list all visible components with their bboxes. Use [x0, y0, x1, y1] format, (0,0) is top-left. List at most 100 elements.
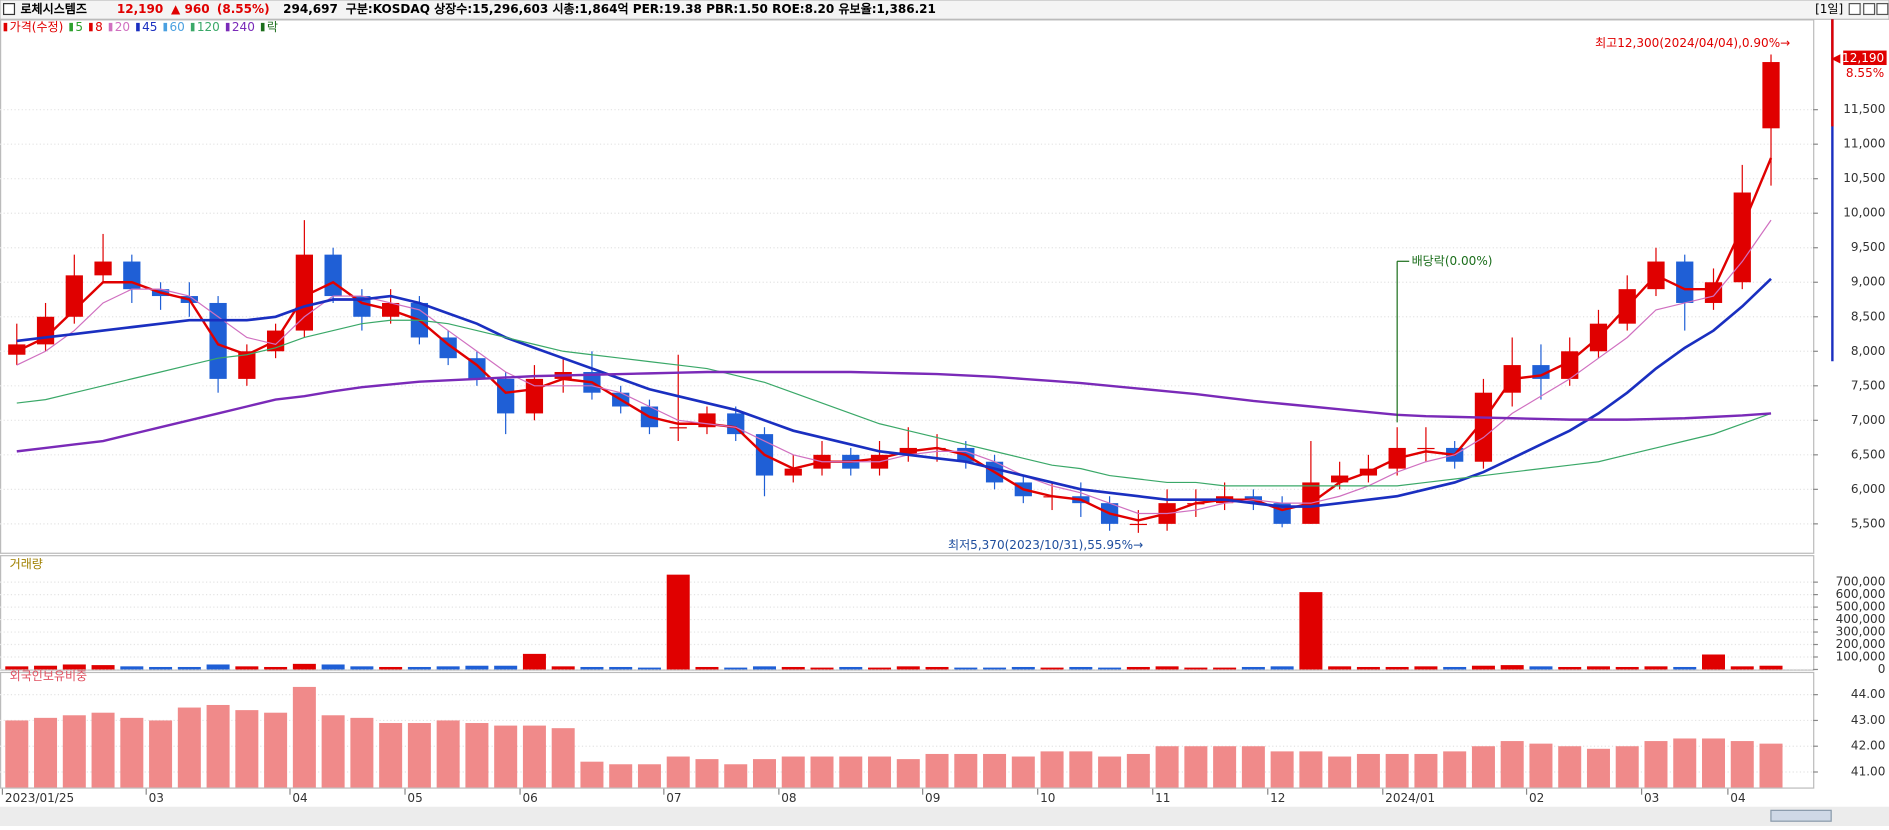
bar	[1040, 751, 1064, 788]
foreign-panel	[0, 671, 1815, 789]
last-rate: 8.55%	[1846, 66, 1884, 80]
x-tick-label: 12	[1270, 791, 1285, 805]
bar	[1328, 666, 1352, 670]
bar	[1299, 751, 1323, 788]
bar	[1586, 748, 1610, 788]
bar	[983, 753, 1007, 788]
y-tick-label: 5,500	[1851, 516, 1885, 530]
legend-swatch	[225, 22, 230, 32]
x-tick-label: 2023/01/25	[5, 791, 74, 805]
candle-body	[669, 427, 687, 429]
close[interactable]	[1876, 3, 1889, 16]
bar	[1615, 746, 1639, 788]
y-tick-label: 10,500	[1843, 171, 1885, 185]
bar	[810, 667, 834, 670]
x-tick-label: 07	[666, 791, 681, 805]
bar	[522, 653, 546, 670]
x-tick-label: 10	[1040, 791, 1055, 805]
legend-swatch	[260, 22, 265, 32]
y-tick-label: 7,000	[1851, 413, 1885, 427]
bar	[235, 710, 259, 788]
bar	[120, 717, 144, 788]
legend-label: 8	[95, 20, 103, 34]
change: ▲ 960	[171, 2, 210, 16]
y-tick-label: 600,000	[1836, 587, 1886, 601]
candle-body	[497, 378, 515, 414]
bar	[1443, 666, 1467, 670]
bar	[292, 686, 316, 788]
candle-body	[8, 344, 26, 355]
panel-title: 외국인보유비중	[10, 669, 88, 683]
candle-body	[209, 302, 227, 379]
bar	[1701, 654, 1726, 670]
checkbox[interactable]	[3, 3, 16, 16]
bar	[91, 665, 115, 670]
bar	[1184, 746, 1208, 788]
bar	[1270, 666, 1294, 670]
x-tick-label: 08	[781, 791, 796, 805]
bar	[1155, 746, 1179, 788]
bar	[868, 756, 892, 788]
scroll-thumb[interactable]	[1770, 809, 1832, 822]
bar	[206, 664, 230, 670]
annotation-dividend: 배당락(0.00%)	[1412, 254, 1493, 268]
y-tick-label: 0	[1878, 662, 1886, 676]
bar	[1069, 666, 1093, 670]
maximize[interactable]	[1863, 3, 1876, 16]
bar	[62, 715, 86, 788]
bar	[609, 666, 633, 670]
bar	[1011, 756, 1035, 788]
period[interactable]: [1일]	[1815, 2, 1843, 16]
bar	[810, 756, 834, 788]
moving-average	[16, 157, 1773, 522]
bar	[983, 667, 1007, 670]
volume-panel	[0, 555, 1815, 671]
x-tick-label: 03	[149, 791, 164, 805]
x-tick-label: 06	[522, 791, 537, 805]
bar	[724, 667, 748, 670]
y-tick-label: 300,000	[1836, 625, 1886, 639]
candle-body	[1331, 475, 1349, 483]
bar	[494, 665, 518, 670]
bar	[522, 725, 546, 788]
y-tick-label: 43.00	[1851, 713, 1885, 727]
minimize[interactable]	[1848, 3, 1861, 16]
bar	[1414, 666, 1438, 670]
bar	[1241, 666, 1265, 670]
bar	[1615, 666, 1639, 670]
scrollbar[interactable]	[0, 806, 1889, 826]
bar	[580, 761, 604, 788]
y-tick-label: 10,000	[1843, 206, 1885, 220]
bar	[1385, 753, 1409, 788]
bar	[1529, 743, 1553, 788]
bar	[436, 666, 460, 670]
legend-swatch	[69, 22, 73, 32]
bar	[1356, 753, 1380, 788]
bar	[1241, 746, 1265, 788]
moving-average	[16, 277, 1772, 508]
legend-swatch	[190, 22, 195, 32]
bar	[1213, 746, 1237, 788]
bar	[839, 666, 863, 670]
bar	[1644, 741, 1668, 788]
x-tick-label: 05	[407, 791, 422, 805]
candle-body	[1417, 447, 1435, 450]
bar	[407, 666, 431, 670]
bar	[1213, 667, 1237, 670]
y-tick-label: 200,000	[1836, 637, 1886, 651]
bar	[1673, 738, 1697, 788]
legend-label: 락	[267, 20, 278, 34]
bar	[1471, 746, 1495, 788]
bar	[5, 720, 29, 788]
bar	[609, 764, 633, 788]
bar	[465, 665, 489, 670]
candle-body	[1762, 62, 1780, 129]
bar	[1126, 753, 1150, 788]
legend-label: 20	[115, 20, 130, 34]
bar	[1098, 667, 1122, 670]
bar	[1270, 751, 1294, 788]
y-tick-label: 6,000	[1851, 482, 1885, 496]
bar	[1529, 666, 1553, 670]
bar	[465, 723, 489, 788]
